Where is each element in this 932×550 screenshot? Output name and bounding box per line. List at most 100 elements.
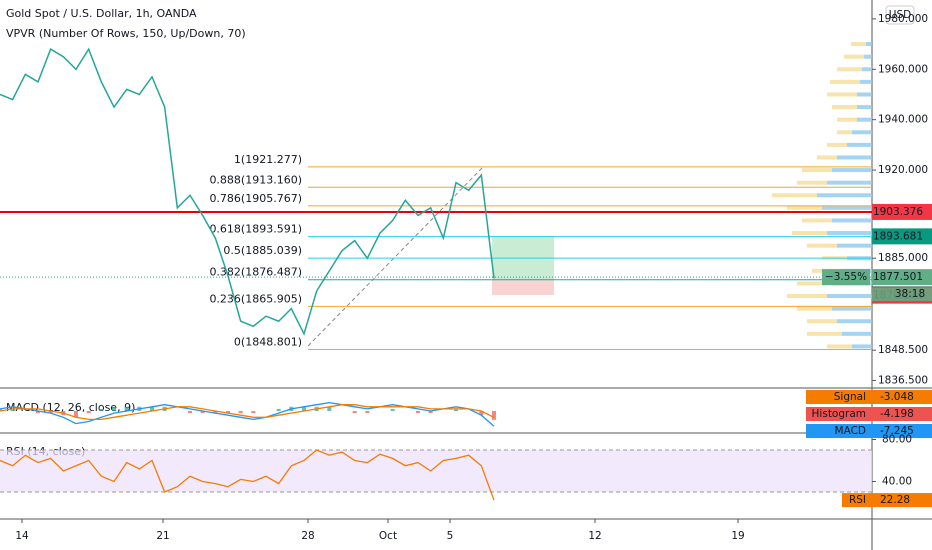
macd-histogram-bar — [188, 411, 192, 414]
macd-histogram-bar — [200, 411, 205, 414]
price-tag-label: 1893.681 — [873, 230, 923, 242]
vpvr-up-bar — [852, 344, 872, 349]
chart-title: Gold Spot / U.S. Dollar, 1h, OANDA — [6, 7, 197, 20]
macd-histogram-bar — [86, 411, 91, 414]
price-tag — [872, 228, 932, 245]
macd-tag — [806, 390, 932, 404]
vpvr-up-bar — [832, 168, 872, 173]
change-label: −3.55% — [825, 271, 867, 283]
vpvr-down-bar — [837, 67, 862, 72]
fib-label: 0.5(1885.039) — [223, 244, 302, 257]
x-tick-label: 12 — [588, 530, 601, 542]
macd-histogram-bar — [365, 411, 370, 414]
macd-tag-name: MACD — [835, 425, 866, 437]
vpvr-up-bar — [822, 205, 872, 210]
vpvr-down-bar — [851, 42, 866, 47]
x-tick-label: 21 — [156, 530, 169, 542]
macd-histogram-bar — [428, 411, 433, 414]
vpvr-up-bar — [847, 142, 872, 147]
rsi-tag-name: RSI — [849, 494, 866, 506]
indicator-label: VPVR (Number Of Rows, 150, Up/Down, 70) — [6, 27, 246, 40]
macd-histogram-bar — [150, 406, 154, 411]
x-tick-label: 19 — [731, 530, 744, 542]
y-tick-label: 1940.000 — [878, 114, 928, 126]
y-tick-label: 1848.500 — [878, 344, 928, 356]
macd-histogram-bar — [327, 406, 332, 411]
macd-tag — [806, 424, 932, 438]
vpvr-down-bar — [792, 231, 827, 236]
countdown-tag — [872, 287, 932, 302]
macd-histogram-bar — [454, 408, 458, 411]
x-tick-label: 14 — [15, 530, 29, 542]
macd-histogram-bar — [479, 411, 484, 416]
x-tick-label: Oct — [379, 530, 397, 542]
vpvr-down-bar — [827, 92, 857, 97]
macd-histogram-bar — [10, 408, 15, 411]
vpvr-down-bar — [787, 294, 827, 299]
rsi-band — [0, 450, 872, 492]
y-tick-label: 1920.000 — [878, 164, 928, 176]
macd-histogram-bar — [74, 411, 78, 418]
vpvr-up-bar — [837, 319, 872, 324]
macd-tag-value: -7.245 — [880, 425, 914, 437]
macd-histogram-bar — [213, 411, 218, 414]
x-tick-label: 5 — [447, 530, 454, 542]
y-tick-label: 40.00 — [882, 475, 912, 487]
macd-tag-name: Histogram — [812, 408, 866, 420]
vpvr-up-bar — [862, 67, 872, 72]
macd-histogram-bar — [238, 411, 243, 414]
vpvr-down-bar — [802, 168, 832, 173]
macd-histogram-bar — [492, 411, 496, 420]
rsi-tag-value: 22.28 — [880, 494, 910, 506]
vpvr-down-bar — [807, 319, 837, 324]
macd-tag-value: -4.198 — [880, 408, 914, 420]
vpvr-down-bar — [827, 344, 852, 349]
vpvr-up-bar — [857, 117, 872, 122]
vpvr-down-bar — [807, 243, 837, 248]
price-tag-label: 1903.376 — [873, 206, 923, 218]
vpvr-down-bar — [807, 331, 842, 336]
fib-label: 0.236(1865.905) — [209, 292, 302, 305]
y-tick-label: 1960.000 — [878, 63, 928, 75]
vpvr-down-bar — [772, 193, 817, 198]
vpvr-down-bar — [837, 117, 857, 122]
vpvr-down-bar — [844, 54, 864, 59]
vpvr-up-bar — [827, 294, 872, 299]
vpvr-up-bar — [857, 92, 872, 97]
fib-label: 0(1848.801) — [234, 335, 302, 348]
vpvr-up-bar — [832, 306, 872, 311]
long-position-loss — [492, 280, 554, 295]
macd-histogram-bar — [226, 411, 230, 414]
macd-histogram-bar — [36, 411, 40, 414]
vpvr-down-bar — [817, 155, 837, 160]
fib-label: 0.618(1893.591) — [209, 223, 302, 236]
vpvr-down-bar — [797, 281, 832, 286]
macd-histogram-bar — [112, 406, 116, 411]
vpvr-down-bar — [787, 205, 822, 210]
vpvr-down-bar — [797, 306, 832, 311]
price-tag-label: 1877.501 — [873, 271, 923, 283]
price-tag — [872, 203, 932, 220]
macd-histogram-bar — [48, 411, 53, 414]
macd-tag-name: Signal — [834, 391, 866, 403]
macd-tag — [806, 407, 932, 421]
macd-histogram-bar — [251, 411, 256, 414]
fib-label: 0.382(1876.487) — [209, 266, 302, 279]
vpvr-up-bar — [864, 54, 872, 59]
macd-histogram-bar — [390, 408, 395, 411]
signal-line — [0, 404, 495, 421]
fib-label: 0.786(1905.767) — [209, 192, 302, 205]
rsi-tag — [842, 493, 932, 508]
macd-tag-value: -3.048 — [880, 391, 914, 403]
vpvr-up-bar — [857, 105, 872, 110]
currency-button[interactable] — [885, 5, 915, 25]
macd-histogram-bar — [352, 411, 357, 414]
vpvr-down-bar — [827, 142, 847, 147]
fib-label: 1(1921.277) — [234, 153, 302, 166]
y-tick-label: 1885.000 — [878, 252, 928, 264]
vpvr-up-bar — [860, 79, 872, 84]
change-tag — [822, 269, 870, 286]
fib-label: 0.888(1913.160) — [209, 173, 302, 186]
vpvr-up-bar — [827, 180, 872, 185]
